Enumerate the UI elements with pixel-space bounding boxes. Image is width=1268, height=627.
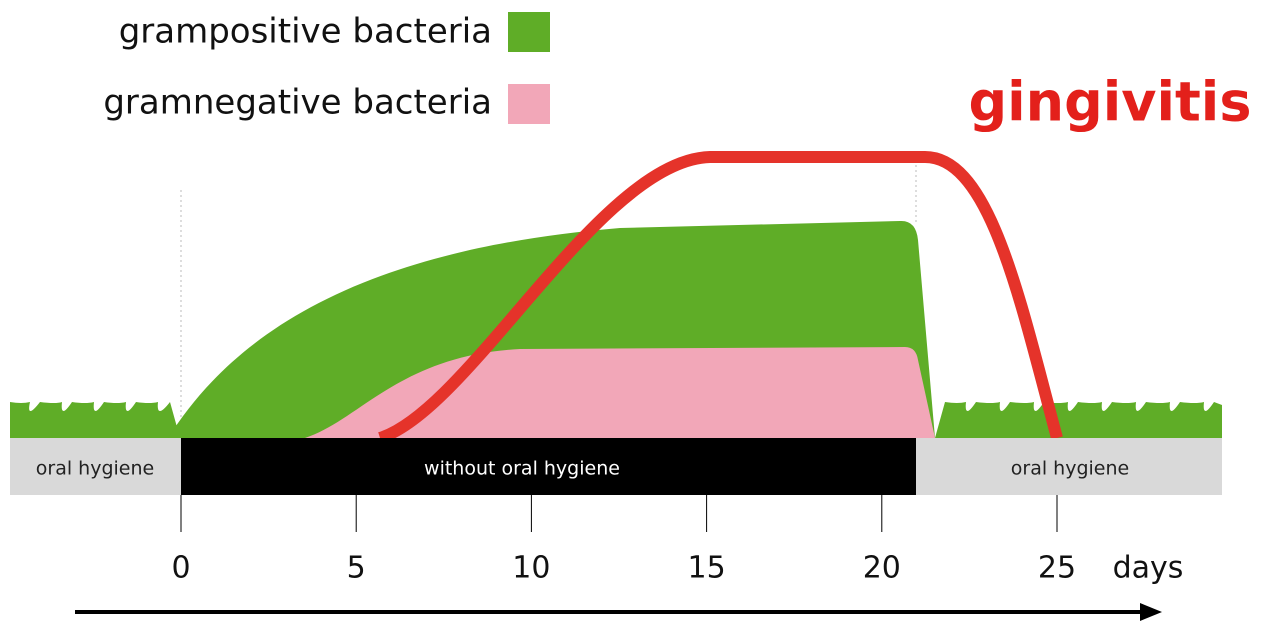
phase-label: without oral hygiene [424,458,620,480]
legend-swatch [508,12,550,52]
tick-label: 0 [171,551,190,586]
axis-unit: days [1113,551,1184,586]
axis: 0 5 10 15 20 25 [171,495,1076,586]
tick-label: 20 [863,551,901,586]
annotation: gingivitis [969,71,1252,134]
legend-label: gramnegative bacteria [103,83,492,123]
phase-bar [181,438,916,495]
legend-label: grampositive bacteria [119,12,492,52]
grass [935,402,1222,438]
arrow-head [1140,603,1162,621]
phase-bar [916,438,1222,495]
legend-swatch [508,84,550,124]
tick-label: 15 [688,551,726,586]
phase-label: oral hygiene [36,458,154,480]
tick-label: 5 [347,551,366,586]
tick-label: 10 [512,551,550,586]
phase-bar [10,438,181,495]
phase-label: oral hygiene [1011,458,1129,480]
grass [10,402,180,438]
gingivitis-curve [377,151,1063,444]
tick-label: 25 [1038,551,1076,586]
